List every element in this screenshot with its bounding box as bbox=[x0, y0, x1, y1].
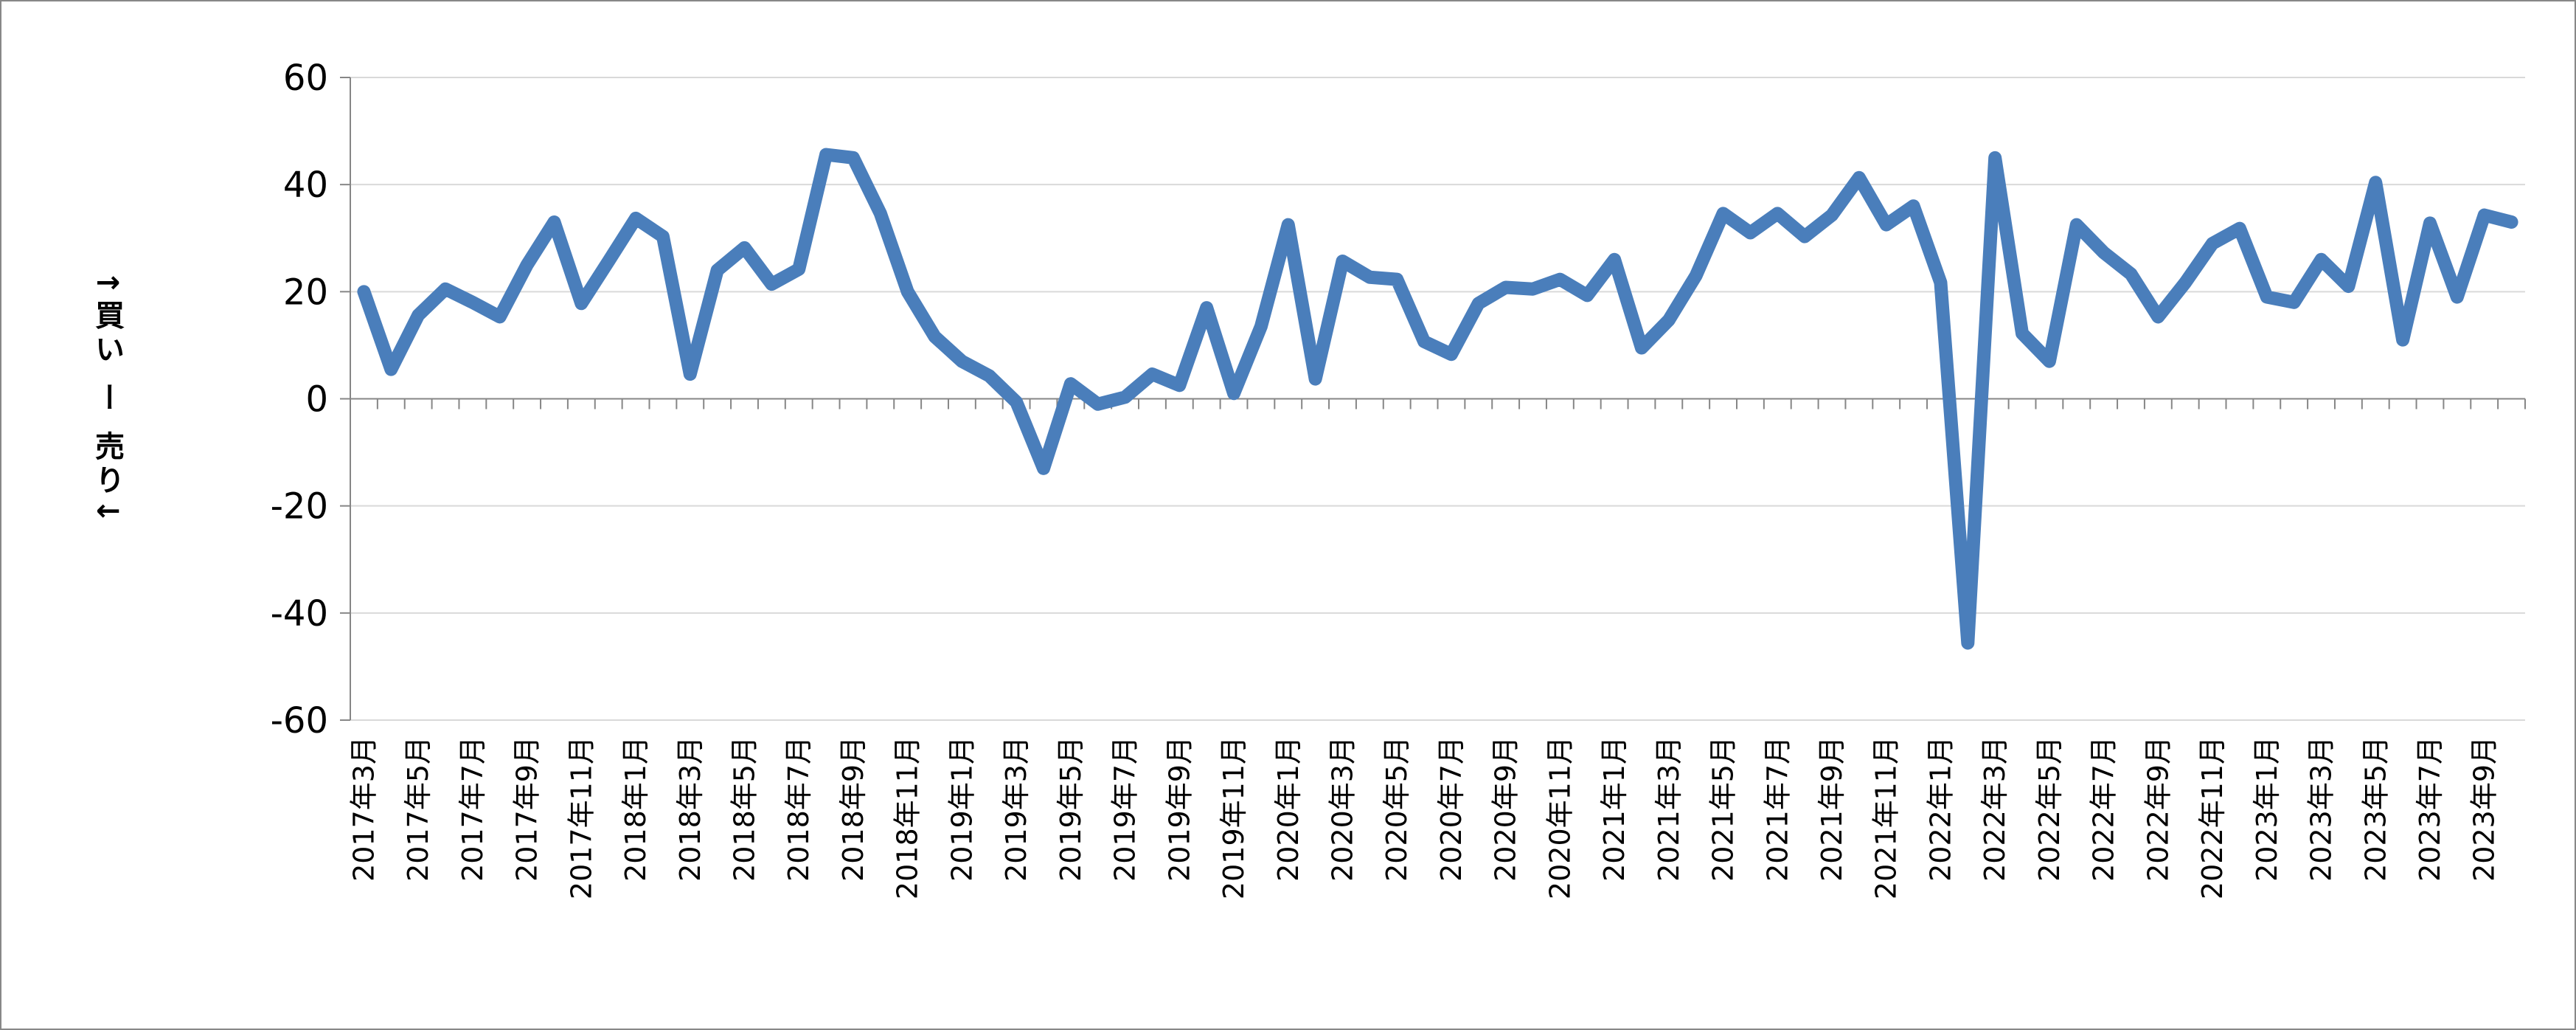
x-tick-label: 2021年5月 bbox=[1707, 736, 1740, 882]
x-tick-label: 2022年9月 bbox=[2142, 736, 2174, 882]
x-tick-label: 2017年11月 bbox=[565, 736, 597, 899]
x-tick-label: 2019年9月 bbox=[1163, 736, 1195, 882]
y-tick-label: -40 bbox=[271, 593, 328, 635]
x-tick-label: 2022年5月 bbox=[2033, 736, 2066, 882]
x-tick-label: 2018年5月 bbox=[729, 736, 761, 882]
x-tick-label: 2022年3月 bbox=[1979, 736, 2011, 882]
x-tick-label: 2021年1月 bbox=[1598, 736, 1631, 882]
x-tick-label: 2020年7月 bbox=[1435, 736, 1468, 882]
x-tick-label: 2021年3月 bbox=[1653, 736, 1685, 882]
x-tick-label: 2021年11月 bbox=[1870, 736, 1903, 899]
y-tick-label: 0 bbox=[305, 379, 328, 421]
y-tick-label: 20 bbox=[283, 272, 328, 313]
x-tick-label: 2022年11月 bbox=[2196, 736, 2229, 899]
x-tick-label: 2017年5月 bbox=[402, 736, 434, 882]
x-tick-label: 2019年3月 bbox=[1000, 736, 1032, 882]
x-tick-label: 2022年1月 bbox=[1924, 736, 1957, 882]
data-line bbox=[357, 148, 2518, 650]
x-tick-label: 2020年9月 bbox=[1490, 736, 1522, 882]
x-tick-label: 2020年3月 bbox=[1326, 736, 1358, 882]
x-tick-label: 2023年7月 bbox=[2414, 736, 2446, 882]
x-tick-label: 2023年9月 bbox=[2468, 736, 2501, 882]
x-tick-label: 2023年1月 bbox=[2251, 736, 2283, 882]
y-tick-label: -60 bbox=[271, 700, 328, 742]
x-tick-label: 2019年5月 bbox=[1055, 736, 1087, 882]
y-axis-label: ↑買い ー 売り↓ bbox=[90, 271, 125, 528]
x-tick-label: 2022年7月 bbox=[2088, 736, 2120, 882]
y-tick-label: 40 bbox=[283, 165, 328, 206]
x-tick-label: 2019年1月 bbox=[945, 736, 978, 882]
x-tick-label: 2023年5月 bbox=[2359, 736, 2392, 882]
x-tick-label: 2018年1月 bbox=[619, 736, 652, 882]
x-tick-label: 2020年5月 bbox=[1381, 736, 1413, 882]
x-tick-label: 2017年3月 bbox=[347, 736, 380, 882]
x-tick-label: 2018年7月 bbox=[782, 736, 815, 882]
x-tick-label: 2017年9月 bbox=[511, 736, 544, 882]
x-tick-label: 2020年11月 bbox=[1544, 736, 1576, 899]
x-tick-label: 2017年7月 bbox=[456, 736, 489, 882]
x-tick-label: 2018年11月 bbox=[892, 736, 924, 899]
y-tick-label: -20 bbox=[271, 486, 328, 528]
x-tick-label: 2023年3月 bbox=[2305, 736, 2338, 882]
x-tick-label: 2020年1月 bbox=[1272, 736, 1305, 882]
x-tick-label: 2019年11月 bbox=[1218, 736, 1250, 899]
x-tick-label: 2018年3月 bbox=[674, 736, 707, 882]
x-tick-label: 2018年9月 bbox=[837, 736, 869, 882]
x-tick-label: 2021年9月 bbox=[1816, 736, 1848, 882]
x-tick-label: 2021年7月 bbox=[1761, 736, 1794, 882]
x-tick-label: 2019年7月 bbox=[1109, 736, 1142, 882]
y-tick-label: 60 bbox=[283, 58, 328, 99]
